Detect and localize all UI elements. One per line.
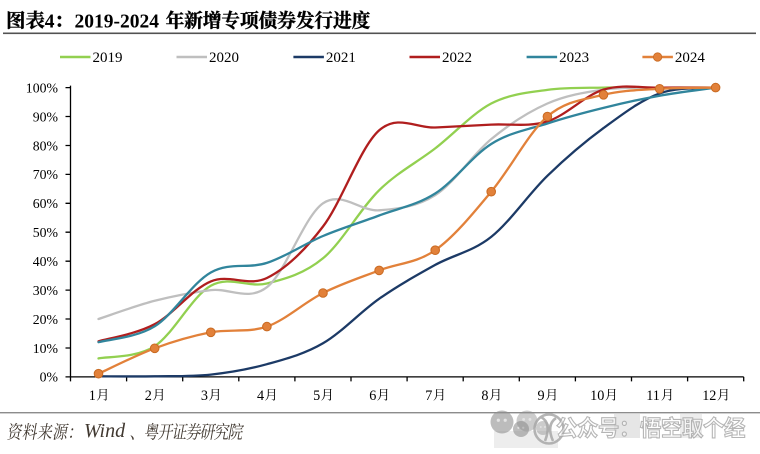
svg-text:7: 7 bbox=[425, 388, 432, 404]
svg-text:Wind: Wind bbox=[84, 420, 126, 442]
svg-text:30%: 30% bbox=[33, 283, 59, 298]
svg-text:12: 12 bbox=[702, 388, 716, 404]
svg-text:90%: 90% bbox=[33, 109, 59, 124]
svg-text:4: 4 bbox=[257, 388, 264, 404]
svg-text:11: 11 bbox=[646, 388, 660, 404]
svg-text:20%: 20% bbox=[33, 312, 59, 327]
svg-text:6: 6 bbox=[369, 388, 376, 404]
svg-text:2019-2024: 2019-2024 bbox=[75, 11, 160, 32]
svg-text:50%: 50% bbox=[33, 225, 59, 240]
svg-text:2: 2 bbox=[145, 388, 152, 404]
svg-text:10%: 10% bbox=[33, 341, 59, 356]
svg-text:0%: 0% bbox=[40, 370, 59, 385]
svg-text:100%: 100% bbox=[26, 80, 59, 95]
svg-text:8: 8 bbox=[481, 388, 488, 404]
svg-text:9: 9 bbox=[538, 388, 545, 404]
svg-text:40%: 40% bbox=[33, 254, 59, 269]
svg-text:2022: 2022 bbox=[442, 50, 472, 66]
svg-text:5: 5 bbox=[313, 388, 320, 404]
svg-text:10: 10 bbox=[590, 388, 604, 404]
svg-text:70%: 70% bbox=[33, 167, 59, 182]
svg-text:2019: 2019 bbox=[93, 50, 123, 66]
svg-text:2021: 2021 bbox=[326, 50, 356, 66]
svg-text:3: 3 bbox=[201, 388, 208, 404]
svg-text:2023: 2023 bbox=[559, 50, 589, 66]
svg-text:2024: 2024 bbox=[675, 50, 706, 66]
svg-text:2020: 2020 bbox=[209, 50, 239, 66]
svg-text:60%: 60% bbox=[33, 196, 59, 211]
svg-text:80%: 80% bbox=[33, 138, 59, 153]
svg-text:1: 1 bbox=[89, 388, 96, 404]
svg-text:4: 4 bbox=[45, 11, 55, 32]
